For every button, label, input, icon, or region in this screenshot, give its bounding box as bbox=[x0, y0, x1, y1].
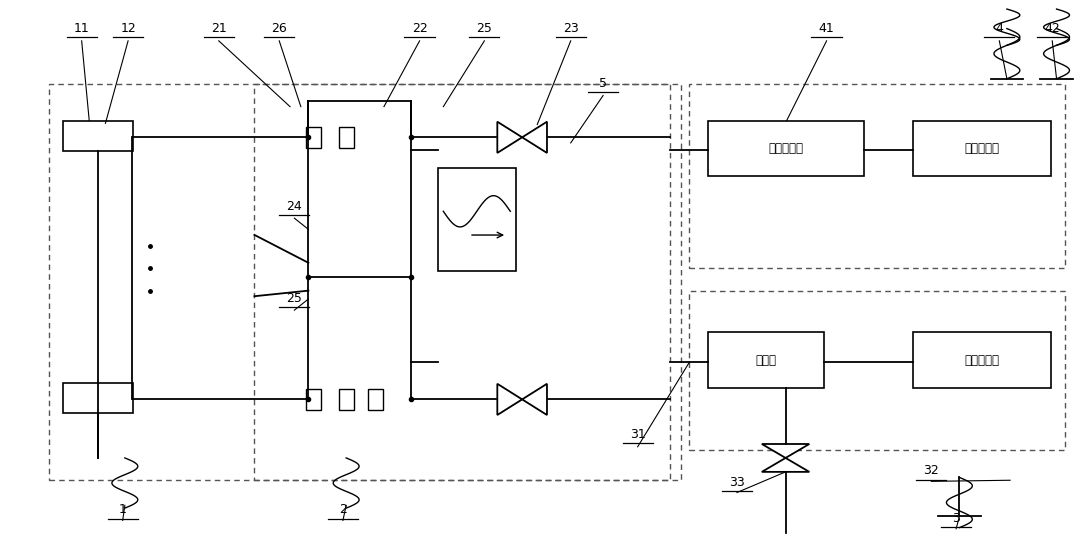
Text: 混合室: 混合室 bbox=[756, 354, 776, 367]
Text: 巡测切换箱: 巡测切换箱 bbox=[769, 142, 803, 155]
Text: 混测分析仪: 混测分析仪 bbox=[964, 354, 1000, 367]
Polygon shape bbox=[497, 384, 522, 415]
Bar bbox=[438, 168, 516, 271]
Bar bbox=[708, 121, 865, 176]
Bar bbox=[690, 84, 1065, 268]
Bar bbox=[913, 333, 1051, 389]
Text: 22: 22 bbox=[412, 22, 427, 35]
Bar bbox=[690, 291, 1065, 449]
Bar bbox=[254, 84, 681, 480]
Bar bbox=[368, 389, 383, 410]
Bar bbox=[306, 389, 321, 410]
Bar bbox=[64, 121, 133, 151]
Bar bbox=[50, 84, 670, 480]
Bar bbox=[338, 389, 353, 410]
Text: 巡测分析仪: 巡测分析仪 bbox=[964, 142, 1000, 155]
Text: 2: 2 bbox=[339, 504, 347, 517]
Polygon shape bbox=[497, 122, 522, 153]
Text: 24: 24 bbox=[286, 200, 303, 212]
Text: 31: 31 bbox=[630, 428, 645, 441]
Text: 41: 41 bbox=[818, 22, 835, 35]
Polygon shape bbox=[762, 458, 810, 472]
Bar bbox=[708, 333, 825, 389]
Bar bbox=[64, 383, 133, 413]
Bar bbox=[913, 121, 1051, 176]
Text: 4: 4 bbox=[996, 22, 1003, 35]
Polygon shape bbox=[522, 384, 547, 415]
Text: 11: 11 bbox=[74, 22, 90, 35]
Text: 21: 21 bbox=[211, 22, 227, 35]
Text: 26: 26 bbox=[271, 22, 288, 35]
Text: 25: 25 bbox=[477, 22, 492, 35]
Bar bbox=[306, 127, 321, 148]
Text: 33: 33 bbox=[729, 476, 745, 489]
Text: 12: 12 bbox=[120, 22, 136, 35]
Text: 1: 1 bbox=[119, 504, 126, 517]
Text: 3: 3 bbox=[952, 512, 960, 525]
Polygon shape bbox=[762, 444, 810, 458]
Text: 5: 5 bbox=[599, 77, 608, 90]
Text: 32: 32 bbox=[923, 465, 939, 477]
Bar bbox=[338, 127, 353, 148]
Text: 23: 23 bbox=[563, 22, 578, 35]
Text: 42: 42 bbox=[1044, 22, 1060, 35]
Polygon shape bbox=[522, 122, 547, 153]
Text: 25: 25 bbox=[286, 292, 303, 305]
